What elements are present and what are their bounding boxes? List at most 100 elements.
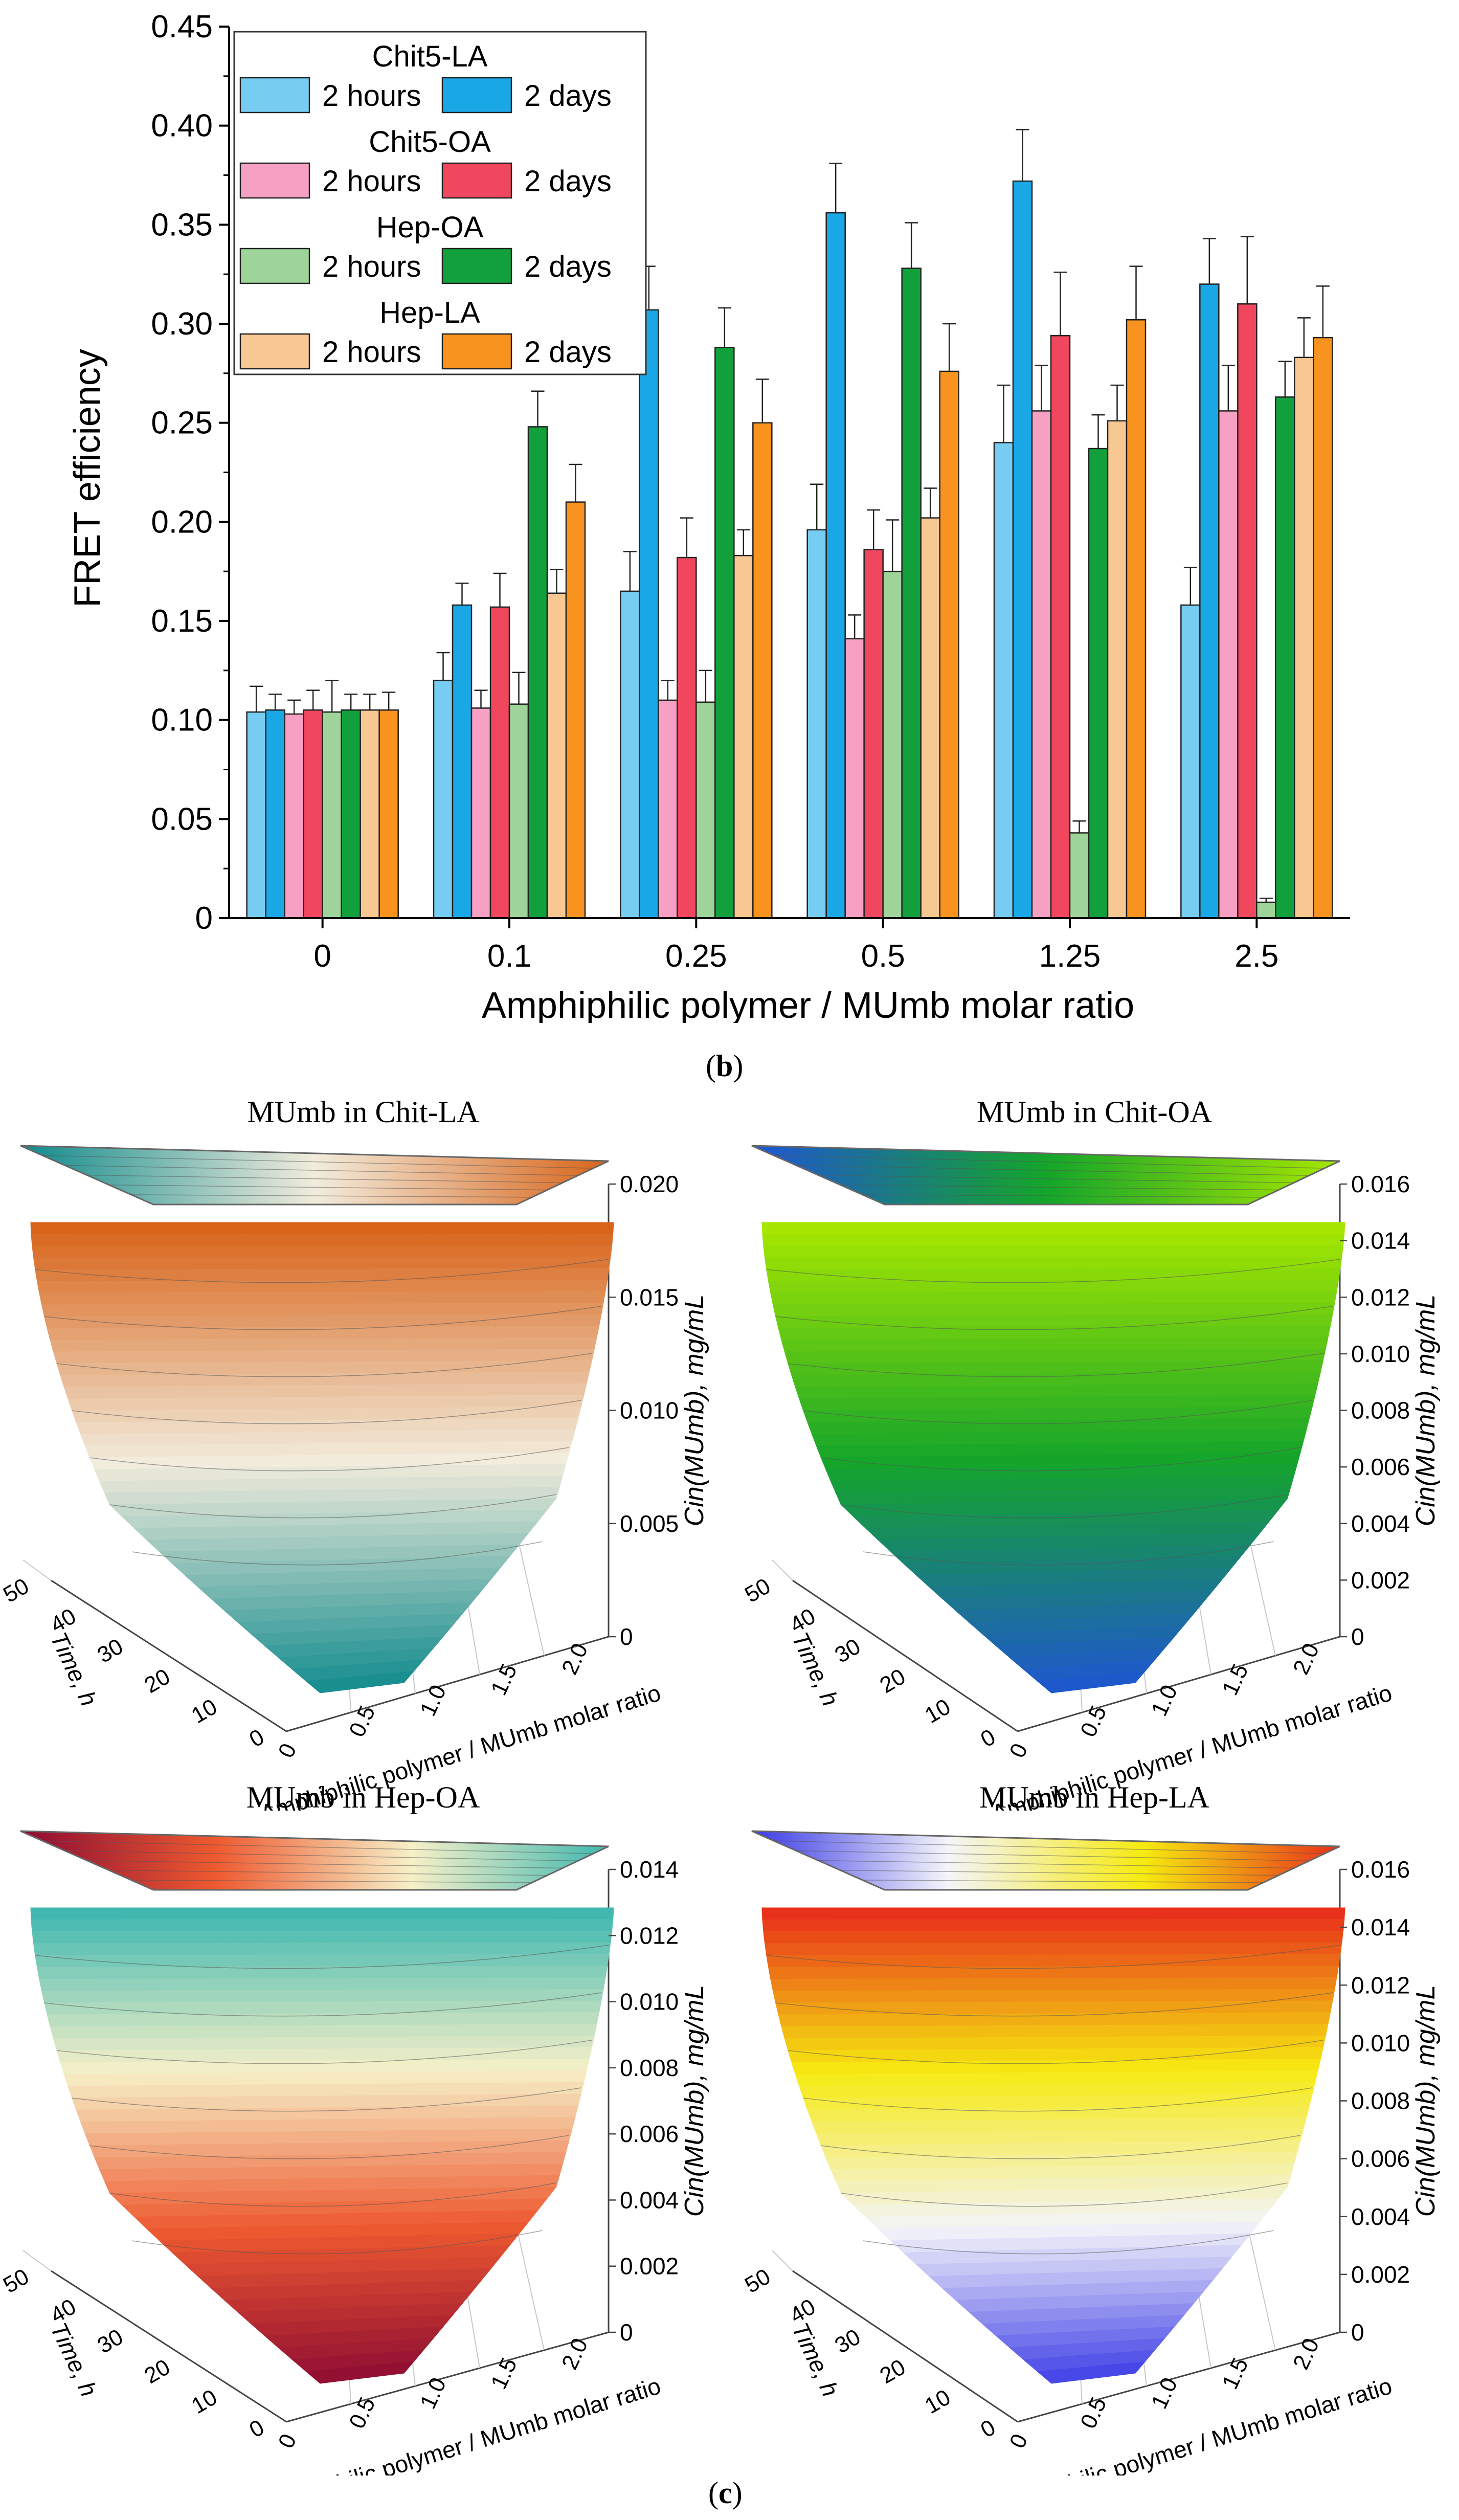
projection-contour [42, 1155, 594, 1169]
contour-line [109, 2182, 556, 2207]
legend-group-title: Chit5-LA [372, 40, 488, 73]
contour-line [109, 1494, 556, 1519]
projection-contour [818, 1174, 1294, 1184]
z-tick-label: 0 [620, 2319, 633, 2346]
y-axis-title: Time, h [787, 2318, 844, 2401]
surface-title: MUmb in Chit-OA [976, 1095, 1213, 1129]
contour-line [35, 1259, 609, 1283]
x-tick-label: 0.5 [344, 2394, 380, 2433]
x-tick-label: 0 [274, 2430, 302, 2452]
contour-line [803, 1400, 1313, 1424]
x-tick-label: 2.0 [557, 2334, 593, 2373]
x-tick-label: 0 [1005, 2430, 1033, 2452]
bar [470, 707, 491, 919]
y-axis [51, 2270, 287, 2423]
legend-group-title: Hep-LA [379, 296, 480, 329]
bar [508, 703, 529, 919]
y-tick-label: 10 [187, 1694, 221, 1728]
surface-panel-hep-la: MUmb in Hep-LA 0 0.002 0.004 0.006 0.008 0.010… [731, 1780, 1457, 2476]
z-tick-label: 0.002 [1351, 1567, 1410, 1593]
bar [322, 711, 342, 919]
legend-swatch [239, 333, 310, 370]
x-axis-title: Amphiphilic polymer / MUmb molar ratio [257, 2372, 664, 2476]
surface-band [1037, 1670, 1146, 1693]
legend-label: 2 hours [322, 165, 421, 198]
bar [1275, 396, 1295, 919]
bar [806, 529, 827, 919]
surface-band [41, 1302, 604, 1317]
x-tick-label: 1.0 [1147, 1681, 1182, 1720]
legend-label: 2 days [524, 250, 612, 283]
y-axis-title: Time, h [46, 1628, 103, 1710]
y-tick-label: 0.15 [151, 604, 213, 639]
legend-swatch [239, 162, 310, 199]
surface-band [35, 1268, 610, 1282]
z-tick-label: 0.006 [1351, 2146, 1410, 2172]
contour-line [821, 1447, 1300, 1471]
projection-contour [796, 1165, 1310, 1176]
z-tick-label: 0.010 [620, 1989, 679, 2015]
projection-contour [42, 1840, 594, 1854]
contour-line [775, 1992, 1333, 2017]
bar [360, 709, 380, 919]
legend-group-title: Chit5-OA [369, 125, 491, 159]
bar [1313, 337, 1333, 919]
surface-band [33, 1942, 611, 1956]
surface-plot: 0 0.002 0.004 0.006 0.008 0.010 0.012 0.014 Cin(… [0, 1830, 709, 2476]
y-axis-title: FRET efficiency [67, 349, 108, 608]
z-tick-label: 0.005 [620, 1510, 679, 1537]
x-axis [1017, 1636, 1340, 1732]
bar [658, 699, 678, 919]
caption-b-letter: b [715, 1049, 733, 1083]
surface-band [33, 1256, 611, 1270]
y-tick-label: 0 [245, 2415, 268, 2443]
projection-contour [774, 1155, 1325, 1169]
surface-band [41, 1989, 604, 2003]
projection-contour [86, 1860, 563, 1869]
y-axis [51, 1579, 287, 1732]
grid-line [772, 1559, 793, 1581]
legend-label: 2 hours [322, 79, 421, 113]
y-tick-label: 10 [921, 2384, 955, 2419]
x-axis [1017, 2331, 1340, 2423]
contour-line [72, 1400, 581, 1424]
y-tick-label: 20 [140, 2354, 174, 2389]
contour-line [841, 1494, 1288, 1519]
projection-contour [840, 1184, 1279, 1191]
contour-line [131, 1541, 543, 1566]
z-tick-label: 0.004 [1351, 2203, 1410, 2230]
projection-contour [64, 1850, 578, 1862]
grid-line [23, 1559, 52, 1581]
surface-band [305, 1670, 415, 1693]
projection-contour [796, 1850, 1310, 1862]
y-tick-label: 20 [876, 2354, 910, 2389]
legend-group-title: Hep-OA [376, 211, 484, 244]
bar [1012, 180, 1033, 919]
contour-line [821, 2135, 1300, 2159]
surface-plot: 0 0.005 0.010 0.015 0.020 Cin(MUmb), mg/mL 0 0.… [0, 1145, 709, 1811]
x-tick-label: 1.5 [1217, 1660, 1253, 1699]
z-tick-label: 0.014 [1351, 1228, 1410, 1254]
surface-band [761, 1907, 1345, 1920]
bar [882, 570, 903, 919]
surface-title: MUmb in Hep-LA [979, 1780, 1209, 1814]
top-projection [751, 1830, 1340, 1891]
x-tick-label: 2.0 [1288, 2334, 1324, 2373]
projection-contour [774, 1840, 1325, 1854]
surface-band [762, 1233, 1345, 1246]
contour-line [56, 2040, 592, 2064]
bar [303, 709, 323, 919]
contour-line [841, 2182, 1288, 2207]
z-tick-label: 0.014 [1351, 1914, 1410, 1941]
surface-band [761, 1222, 1345, 1235]
contour-line [72, 2087, 581, 2112]
bar [1069, 832, 1090, 919]
surface-panel-chit-la: MUmb in Chit-LA 0 0.005 0.010 0.015 0.020 Cin(… [0, 1095, 726, 1811]
surface-band [30, 1907, 614, 1920]
bar [1126, 319, 1147, 919]
x-tick-label: 0 [1005, 1740, 1033, 1761]
z-tick-label: 0.008 [620, 2055, 679, 2081]
bar [695, 701, 716, 919]
surface-panel-hep-oa: MUmb in Hep-OA 0 0.002 0.004 0.006 0.008 0.010… [0, 1780, 726, 2476]
surface-title: MUmb in Hep-OA [246, 1780, 480, 1814]
